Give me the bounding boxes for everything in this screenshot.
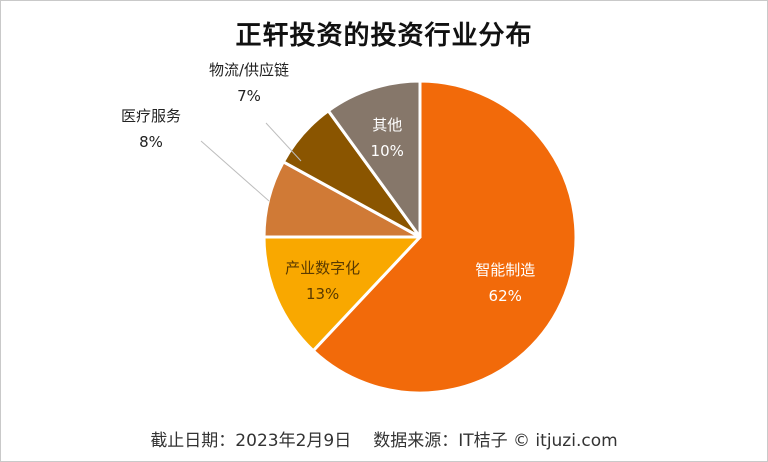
footer-date: 截止日期：2023年2月9日	[150, 431, 352, 451]
slice-label-1: 产业数字化	[285, 259, 360, 277]
pie-slice-1	[262, 235, 422, 353]
slice-label-4: 其他	[372, 116, 402, 134]
footer-source: 数据来源：IT桔子 © itjuzi.com	[373, 431, 618, 451]
footer: 截止日期：2023年2月9日 数据来源：IT桔子 © itjuzi.com	[1, 426, 767, 451]
slice-value-3: 7%	[237, 87, 261, 105]
slice-value-0: 62%	[489, 287, 522, 305]
slice-label-3: 物流/供应链	[209, 61, 289, 79]
slice-value-1: 13%	[306, 285, 339, 303]
slice-label-0: 智能制造	[475, 261, 535, 279]
pie-slice-4	[326, 79, 422, 239]
chart-title: 正轩投资的投资行业分布	[235, 21, 533, 51]
leader-line-3	[265, 122, 302, 162]
slice-label-2: 医疗服务	[121, 107, 181, 125]
leader-line-2	[200, 140, 270, 202]
slice-value-2: 8%	[139, 133, 163, 151]
slice-value-4: 10%	[371, 142, 404, 160]
pie-slice-0	[311, 79, 578, 395]
